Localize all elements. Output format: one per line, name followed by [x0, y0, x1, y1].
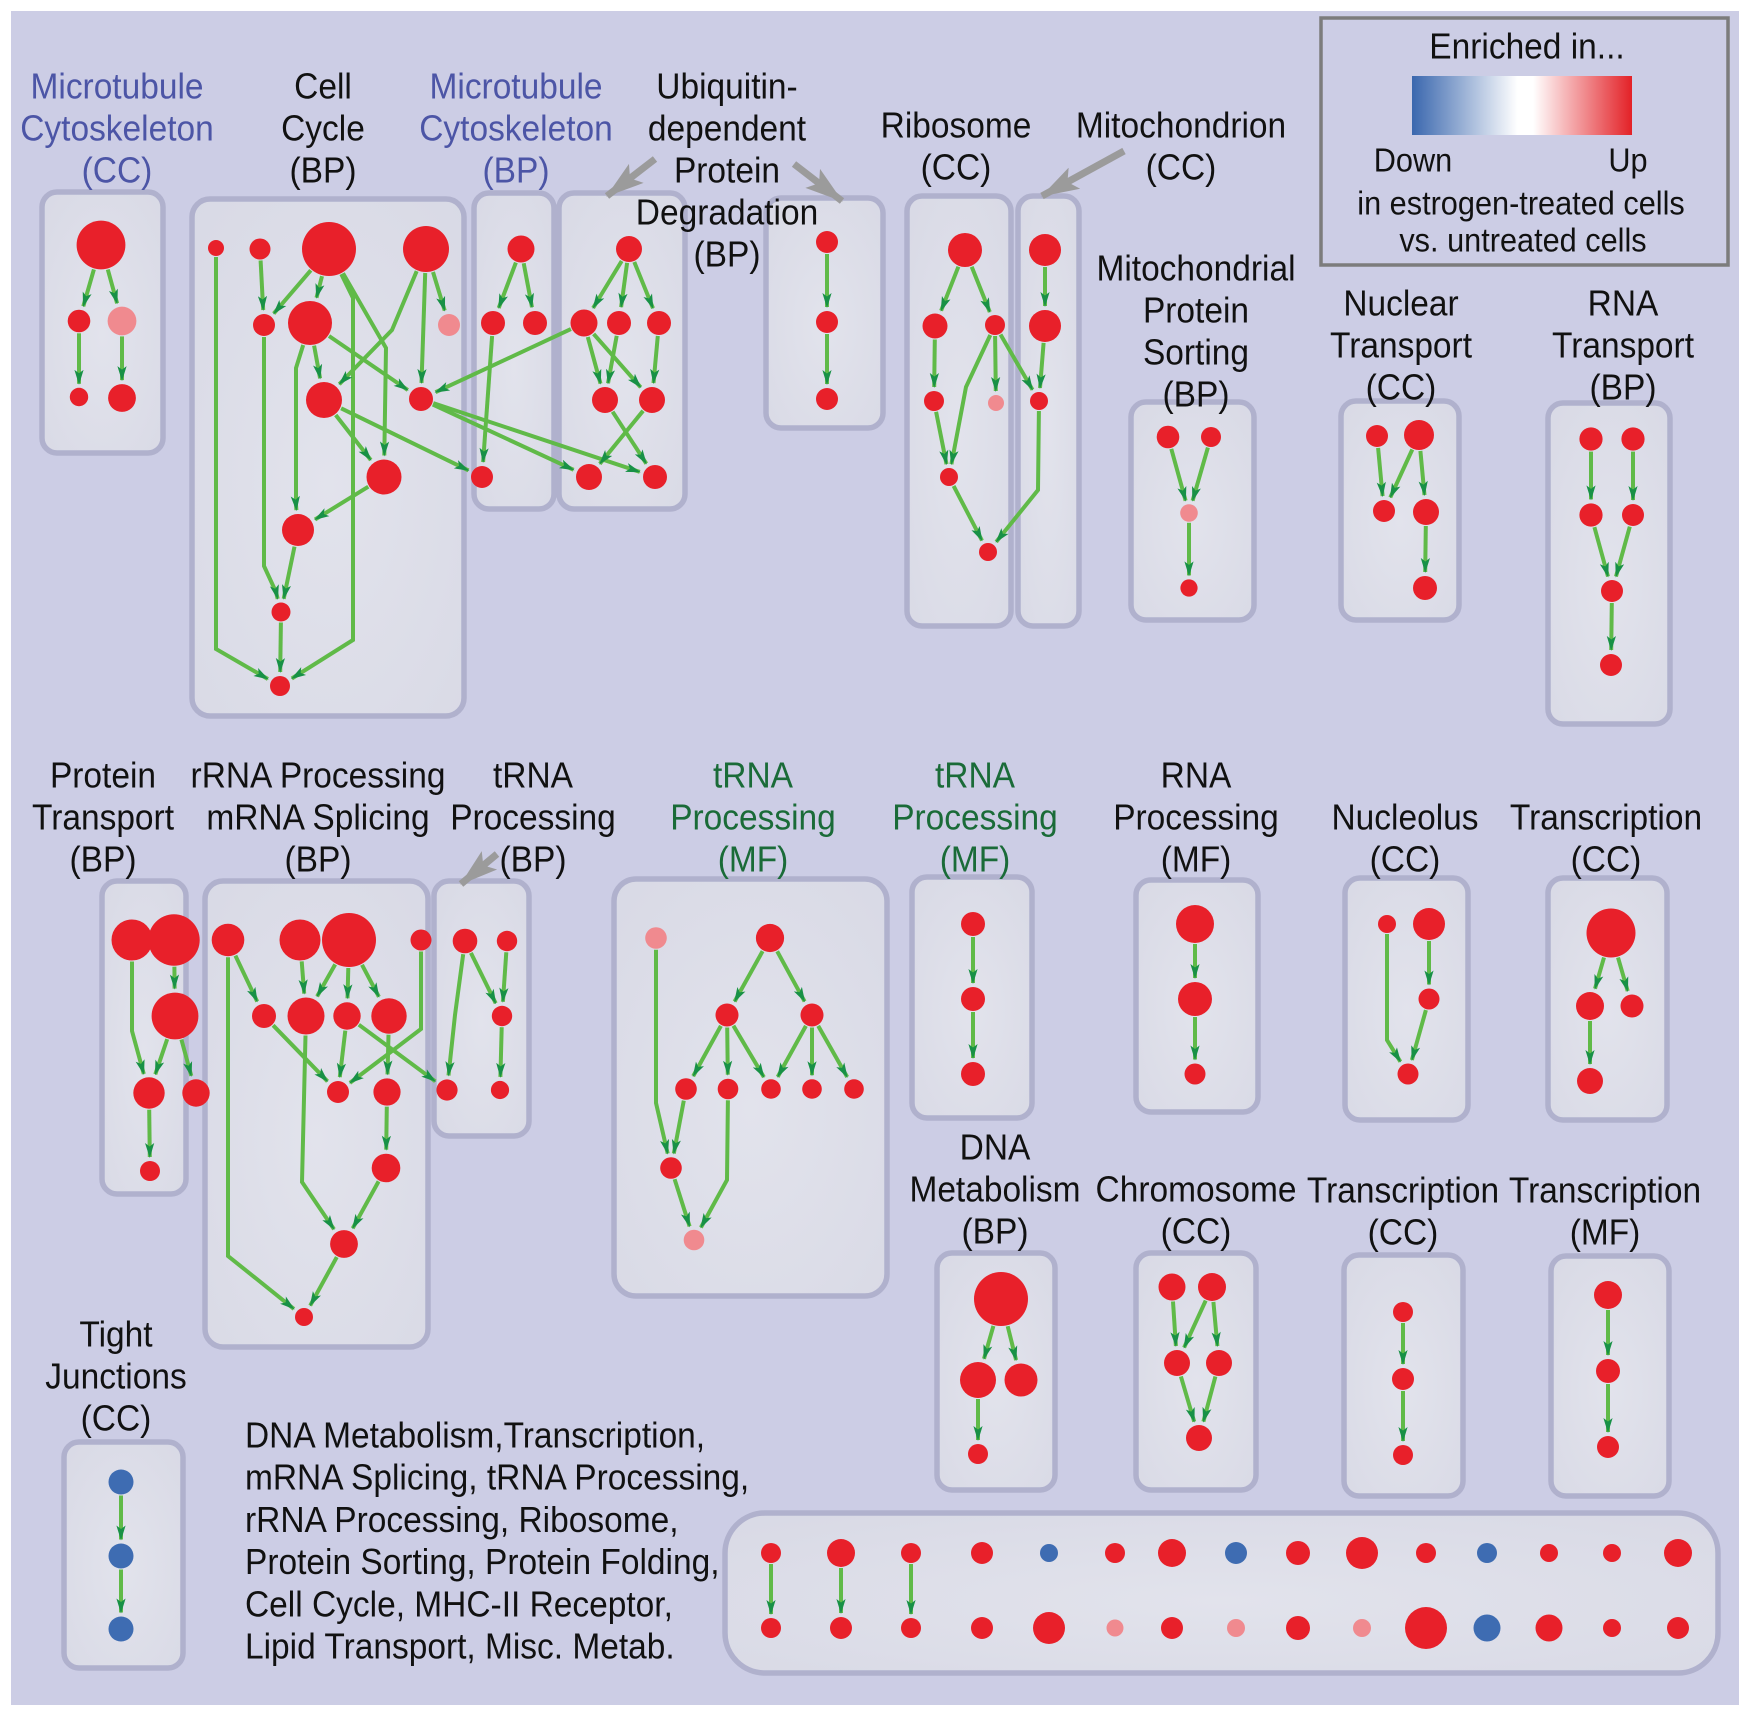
svg-text:Ubiquitin-: Ubiquitin- — [656, 66, 797, 107]
svg-text:Ribosome: Ribosome — [881, 105, 1032, 146]
svg-text:(MF): (MF) — [1161, 839, 1232, 880]
svg-text:tRNA: tRNA — [493, 755, 573, 796]
svg-text:Nuclear: Nuclear — [1343, 283, 1458, 324]
svg-text:Transport: Transport — [1330, 325, 1472, 366]
svg-text:in estrogen-treated cells: in estrogen-treated cells — [1357, 185, 1685, 222]
svg-text:rRNA Processing, Ribosome,: rRNA Processing, Ribosome, — [245, 1499, 679, 1540]
svg-text:Transcription: Transcription — [1307, 1170, 1499, 1211]
svg-text:(MF): (MF) — [718, 839, 789, 880]
svg-text:Cytoskeleton: Cytoskeleton — [20, 108, 214, 149]
svg-text:Processing: Processing — [670, 797, 836, 838]
svg-text:(CC): (CC) — [1571, 839, 1642, 880]
svg-text:Protein Sorting, Protein Foldi: Protein Sorting, Protein Folding, — [245, 1541, 720, 1582]
svg-text:(CC): (CC) — [1366, 367, 1437, 408]
svg-text:Cytoskeleton: Cytoskeleton — [419, 108, 613, 149]
svg-text:(CC): (CC) — [1370, 839, 1441, 880]
svg-text:RNA: RNA — [1161, 755, 1232, 796]
svg-text:Sorting: Sorting — [1143, 332, 1249, 373]
svg-text:Mitochondrial: Mitochondrial — [1096, 248, 1295, 289]
svg-text:Processing: Processing — [1113, 797, 1279, 838]
svg-text:tRNA: tRNA — [713, 755, 793, 796]
svg-text:Nucleolus: Nucleolus — [1332, 797, 1479, 838]
svg-text:Cycle: Cycle — [281, 108, 365, 149]
svg-text:Enriched in...: Enriched in... — [1429, 26, 1624, 67]
svg-text:Junctions: Junctions — [45, 1356, 186, 1397]
svg-text:Cell: Cell — [294, 66, 352, 107]
svg-text:(MF): (MF) — [1570, 1212, 1641, 1253]
svg-text:tRNA: tRNA — [935, 755, 1015, 796]
svg-text:(BP): (BP) — [1590, 367, 1657, 408]
svg-text:(BP): (BP) — [70, 839, 137, 880]
svg-text:Tight: Tight — [79, 1314, 152, 1355]
svg-text:rRNA Processing: rRNA Processing — [191, 755, 446, 796]
svg-text:Transport: Transport — [32, 797, 174, 838]
svg-text:Protein: Protein — [674, 150, 780, 191]
svg-text:Processing: Processing — [450, 797, 616, 838]
svg-text:Processing: Processing — [892, 797, 1058, 838]
svg-text:Protein: Protein — [1143, 290, 1249, 331]
svg-text:Transcription: Transcription — [1510, 797, 1702, 838]
svg-text:Protein: Protein — [50, 755, 156, 796]
svg-text:(BP): (BP) — [694, 234, 761, 275]
svg-text:Transport: Transport — [1552, 325, 1694, 366]
svg-text:RNA: RNA — [1588, 283, 1659, 324]
svg-text:(BP): (BP) — [1163, 374, 1230, 415]
svg-text:(CC): (CC) — [82, 150, 153, 191]
svg-text:(MF): (MF) — [940, 839, 1011, 880]
svg-text:Microtubule: Microtubule — [430, 66, 603, 107]
svg-text:Microtubule: Microtubule — [31, 66, 204, 107]
svg-text:DNA Metabolism,Transcription,: DNA Metabolism,Transcription, — [245, 1415, 705, 1456]
svg-text:dependent: dependent — [648, 108, 806, 149]
svg-text:(BP): (BP) — [290, 150, 357, 191]
svg-text:vs. untreated cells: vs. untreated cells — [1399, 222, 1646, 259]
svg-text:mRNA Splicing: mRNA Splicing — [206, 797, 429, 838]
svg-text:Metabolism: Metabolism — [909, 1169, 1080, 1210]
svg-text:Up: Up — [1608, 142, 1647, 179]
svg-text:(CC): (CC) — [1161, 1211, 1232, 1252]
svg-text:Transcription: Transcription — [1509, 1170, 1701, 1211]
svg-text:(BP): (BP) — [500, 839, 567, 880]
svg-text:mRNA Splicing, tRNA Processing: mRNA Splicing, tRNA Processing, — [245, 1457, 749, 1498]
svg-text:Cell Cycle, MHC-II Receptor,: Cell Cycle, MHC-II Receptor, — [245, 1583, 673, 1624]
svg-text:(CC): (CC) — [1368, 1212, 1439, 1253]
svg-text:Down: Down — [1374, 142, 1453, 179]
svg-text:DNA: DNA — [960, 1127, 1031, 1168]
svg-text:Mitochondrion: Mitochondrion — [1076, 105, 1286, 146]
svg-text:Degradation: Degradation — [636, 192, 818, 233]
svg-text:(CC): (CC) — [1146, 147, 1217, 188]
svg-text:(BP): (BP) — [285, 839, 352, 880]
svg-text:(CC): (CC) — [921, 147, 992, 188]
svg-text:(CC): (CC) — [81, 1398, 152, 1439]
svg-text:(BP): (BP) — [962, 1211, 1029, 1252]
svg-text:Chromosome: Chromosome — [1096, 1169, 1297, 1210]
svg-text:Lipid Transport, Misc. Metab.: Lipid Transport, Misc. Metab. — [245, 1626, 675, 1667]
svg-text:(BP): (BP) — [483, 150, 550, 191]
